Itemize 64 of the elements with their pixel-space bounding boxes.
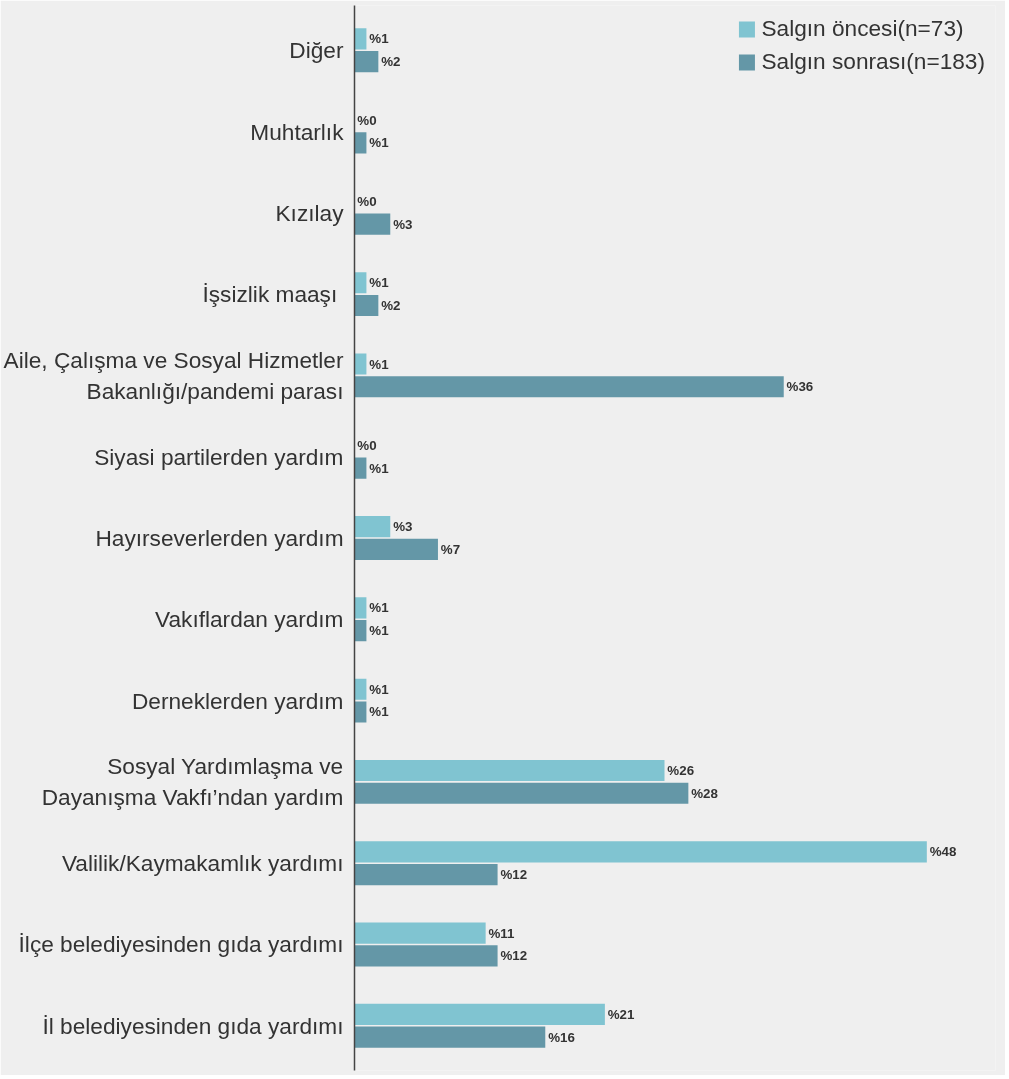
y-tick-label: Muhtarlık: [250, 118, 345, 145]
bar: [354, 922, 486, 944]
data-label: %1: [369, 356, 390, 372]
bar: [354, 597, 367, 619]
data-label: %2: [381, 54, 401, 70]
bar: [354, 678, 367, 700]
y-tick-label: Vakıflardan yardım: [155, 606, 344, 633]
bar: [354, 51, 379, 73]
bar: [354, 945, 498, 967]
data-label: %1: [369, 623, 390, 639]
data-label: %2: [381, 297, 401, 313]
y-tick-label: Sosyal Yardımlaşma ve Dayanışma Vakfı’ndan yardım: [41, 753, 344, 811]
bar: [354, 864, 498, 886]
y-tick-label: Derneklerden yardım: [131, 687, 344, 714]
data-label: %7: [440, 541, 461, 557]
legend-label: Salgın sonrası(n=183): [761, 48, 985, 75]
data-label: %0: [357, 437, 377, 453]
data-label: %11: [488, 925, 516, 941]
y-tick-label: Aile, Çalışma ve Sosyal Hizmetler Bakanlığı/pandemi parası: [3, 346, 344, 404]
data-label: %1: [369, 275, 390, 291]
bar: [354, 782, 689, 804]
data-label: %1: [369, 600, 390, 616]
y-tick-label: Hayırseverlerden yardım: [95, 525, 344, 551]
data-label: %1: [369, 31, 390, 47]
bar: [354, 28, 367, 50]
y-tick-label: Siyasi partilerden yardım: [94, 443, 344, 470]
y-tick-label: İlçe belediyesinden gıda yardımı: [18, 931, 344, 958]
data-label: %28: [691, 785, 718, 801]
y-tick-label: Valilik/Kaymakamlık yardımı: [61, 850, 344, 877]
bar: [354, 516, 391, 538]
y-tick-label: Kızılay: [275, 199, 345, 226]
bar: [354, 213, 391, 235]
data-label: %0: [357, 193, 377, 209]
data-label: %36: [786, 379, 814, 395]
bar: [354, 841, 927, 863]
bar: [354, 1003, 605, 1025]
data-label: %16: [548, 1029, 575, 1045]
data-label: %12: [500, 867, 528, 883]
y-tick-label: İşsizlik maaşı: [202, 281, 338, 308]
bar: [354, 759, 665, 782]
bar: [354, 376, 784, 398]
data-label: %12: [500, 948, 528, 964]
bar: [354, 132, 367, 154]
bar: [354, 701, 367, 723]
bar: [354, 620, 367, 642]
bar: [354, 294, 379, 317]
bar: [354, 272, 367, 294]
y-tick-label: Diğer: [289, 37, 344, 64]
data-label: %1: [369, 704, 390, 720]
data-label: %3: [393, 519, 413, 535]
data-label: %48: [929, 844, 957, 860]
data-label: %0: [357, 112, 377, 128]
bar: [354, 1026, 546, 1048]
data-label: %21: [607, 1006, 636, 1022]
bar: [354, 538, 438, 560]
legend-label: Salgın öncesi(n=73): [761, 15, 964, 42]
data-label: %3: [393, 216, 413, 232]
data-label: %1: [369, 460, 390, 476]
bar: [354, 353, 367, 375]
data-label: %26: [667, 763, 695, 779]
data-label: %1: [369, 681, 390, 697]
y-tick-label: İl belediyesinden gıda yardımı: [42, 1012, 344, 1039]
bar: [354, 457, 367, 479]
data-label: %1: [369, 135, 390, 151]
